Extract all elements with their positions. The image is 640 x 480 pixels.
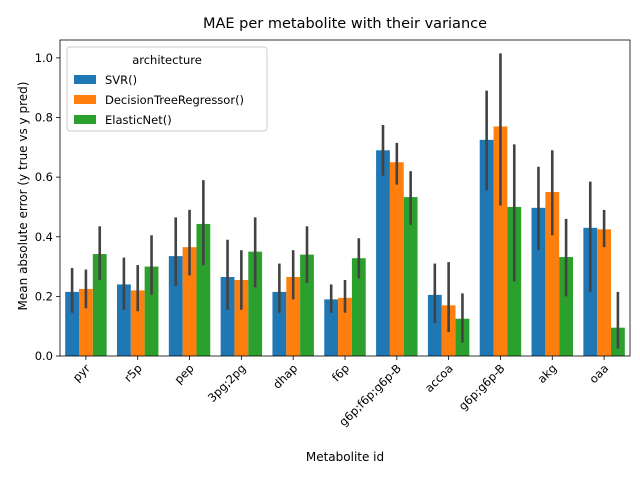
bar — [168, 256, 183, 356]
legend-box — [66, 46, 268, 132]
y-tick-label: 0.4 — [35, 230, 53, 244]
x-tick-label: f6p — [329, 361, 352, 384]
error-bars-layer — [70, 53, 620, 349]
bar — [248, 251, 263, 356]
legend-swatch — [74, 75, 96, 84]
x-axis-label: Metabolite id — [306, 450, 384, 464]
y-tick-label: 0.0 — [35, 349, 53, 363]
legend-title: architecture — [132, 53, 202, 67]
bar — [324, 299, 339, 356]
bar — [427, 294, 442, 356]
x-tick-label: 3pg;2pg — [205, 361, 249, 405]
bar — [182, 247, 197, 356]
bar — [92, 254, 107, 356]
legend-label: SVR() — [105, 73, 137, 87]
bar — [196, 223, 211, 356]
legend-label: ElasticNet() — [105, 113, 172, 127]
x-tick-label: r5p — [121, 361, 145, 385]
x-tick-label: akg — [535, 361, 560, 386]
bar — [286, 277, 301, 356]
bar — [220, 277, 235, 356]
bars-layer — [65, 126, 625, 357]
chart-title: MAE per metabolite with their variance — [203, 16, 487, 32]
legend-swatch — [74, 115, 96, 124]
bar — [559, 257, 573, 356]
bar — [79, 288, 93, 356]
x-tick-label: accoa — [422, 361, 456, 395]
bar — [234, 279, 249, 356]
bar — [130, 290, 145, 356]
x-tick-label: pep — [171, 361, 196, 386]
bar — [300, 254, 314, 356]
y-tick-label: 0.6 — [35, 170, 53, 184]
bar — [144, 266, 159, 356]
x-tick-label: pyr — [70, 361, 93, 384]
bar — [272, 291, 287, 356]
bar — [338, 297, 352, 356]
y-tick-label: 1.0 — [35, 51, 53, 65]
bar — [376, 150, 390, 356]
x-tick-label: oaa — [586, 361, 611, 386]
bar — [65, 291, 79, 356]
bar — [545, 192, 560, 356]
legend-label: DecisionTreeRegressor() — [105, 93, 244, 107]
y-tick-label: 0.8 — [35, 111, 53, 125]
bar — [117, 284, 131, 356]
x-tick-label: g6p;g6p-B — [456, 361, 508, 413]
legend: architecture SVR() DecisionTreeRegressor()… — [66, 46, 268, 132]
x-tick-label: dhap — [270, 361, 300, 391]
y-axis-label: Mean absolute error (y true vs y pred) — [16, 82, 30, 311]
bar — [389, 162, 404, 356]
bar — [493, 126, 508, 357]
legend-swatch — [74, 95, 96, 104]
bar — [531, 207, 546, 356]
y-tick-label: 0.2 — [35, 289, 53, 303]
bar — [351, 258, 366, 356]
bar — [479, 139, 494, 356]
bar — [403, 197, 418, 356]
bar — [597, 229, 611, 356]
